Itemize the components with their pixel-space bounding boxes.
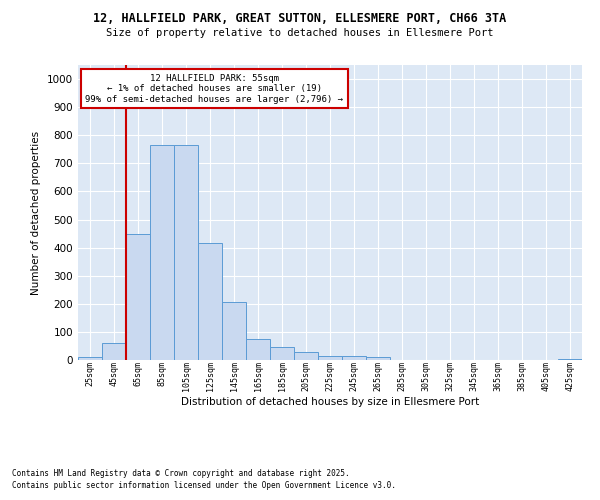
- Bar: [558, 358, 582, 360]
- Bar: [78, 357, 102, 360]
- Bar: [270, 348, 294, 360]
- Bar: [198, 244, 222, 360]
- Bar: [174, 145, 198, 360]
- Bar: [222, 302, 246, 360]
- Bar: [294, 352, 318, 360]
- Text: Size of property relative to detached houses in Ellesmere Port: Size of property relative to detached ho…: [106, 28, 494, 38]
- Bar: [150, 145, 174, 360]
- Bar: [246, 339, 270, 360]
- Bar: [102, 343, 126, 360]
- Text: Contains HM Land Registry data © Crown copyright and database right 2025.: Contains HM Land Registry data © Crown c…: [12, 468, 350, 477]
- X-axis label: Distribution of detached houses by size in Ellesmere Port: Distribution of detached houses by size …: [181, 397, 479, 407]
- Text: Contains public sector information licensed under the Open Government Licence v3: Contains public sector information licen…: [12, 481, 396, 490]
- Text: 12, HALLFIELD PARK, GREAT SUTTON, ELLESMERE PORT, CH66 3TA: 12, HALLFIELD PARK, GREAT SUTTON, ELLESM…: [94, 12, 506, 26]
- Text: 12 HALLFIELD PARK: 55sqm
← 1% of detached houses are smaller (19)
99% of semi-de: 12 HALLFIELD PARK: 55sqm ← 1% of detache…: [85, 74, 343, 104]
- Bar: [126, 234, 150, 360]
- Bar: [342, 356, 366, 360]
- Bar: [366, 356, 390, 360]
- Y-axis label: Number of detached properties: Number of detached properties: [31, 130, 41, 294]
- Bar: [318, 356, 342, 360]
